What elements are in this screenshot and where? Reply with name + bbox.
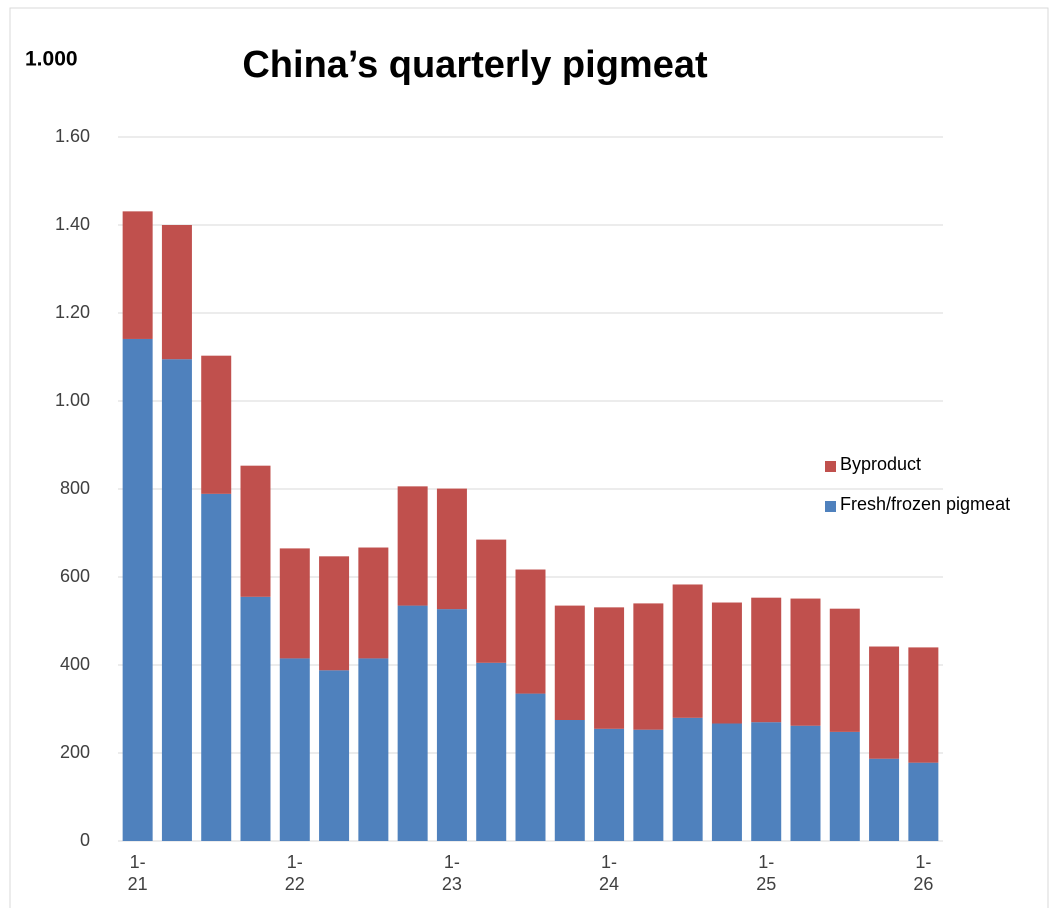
legend-swatch [825, 501, 836, 512]
bar-segment [397, 486, 428, 606]
bar-segment [790, 598, 821, 726]
bar-segment [829, 608, 860, 732]
bar-segment [279, 658, 310, 841]
y-tick-label: 1.20 [55, 302, 90, 322]
legend-swatch [825, 461, 836, 472]
x-tick-label: 1-24 [599, 852, 620, 894]
x-tick-label: 1-21 [127, 852, 148, 894]
x-tick-label: 1-26 [913, 852, 934, 894]
bar-segment [240, 596, 271, 841]
bar-segment [869, 646, 900, 759]
y-tick-label: 800 [60, 478, 90, 498]
bar-segment [594, 728, 625, 841]
bar-segment [358, 547, 389, 659]
bar-segment [122, 338, 153, 841]
bar-segment [161, 225, 192, 360]
annotation: 1.000 [25, 48, 78, 71]
x-tick-label-box: 1-21 [127, 852, 148, 894]
bar-segment [279, 548, 310, 659]
bar-segment [908, 647, 939, 763]
bar-segment [672, 584, 703, 718]
legend-label: Fresh/frozen pigmeat [840, 494, 1010, 514]
bar-segment [633, 603, 664, 730]
bar-segment [161, 359, 192, 841]
bar-segment [515, 569, 546, 694]
bar-segment [358, 658, 389, 841]
x-tick-label: 1-22 [284, 852, 305, 894]
bar-segment [790, 725, 821, 841]
y-tick-label: 200 [60, 742, 90, 762]
chart-title: China’s quarterly pigmeat [242, 44, 708, 86]
x-tick-label-box: 1-24 [599, 852, 620, 894]
bar-segment [397, 605, 428, 841]
y-tick-label: 1.00 [55, 390, 90, 410]
bar-segment [594, 607, 625, 729]
bar-segment [436, 609, 467, 841]
bar-segment [633, 729, 664, 841]
x-tick-label-box: 1-26 [913, 852, 934, 894]
bar-segment [319, 670, 350, 841]
x-tick-label: 1-25 [756, 852, 777, 894]
x-tick-label-box: 1-25 [756, 852, 777, 894]
y-tick-label: 1.60 [55, 126, 90, 146]
bar-segment [476, 662, 507, 841]
y-tick-label: 0 [80, 830, 90, 850]
bar-segment [201, 493, 232, 841]
x-tick-label-box: 1-23 [441, 852, 462, 894]
bar-segment [240, 465, 271, 597]
y-tick-label: 400 [60, 654, 90, 674]
bar-segment [711, 602, 742, 724]
bar-segment [908, 762, 939, 841]
bar-segment [829, 731, 860, 841]
bar-segment [319, 556, 350, 671]
bar-segment [554, 720, 585, 841]
bar-segment [201, 355, 232, 494]
bar-segment [122, 211, 153, 339]
bar-segment [436, 488, 467, 610]
x-tick-label-box: 1-22 [284, 852, 305, 894]
bar-segment [751, 597, 782, 723]
x-tick-label: 1-23 [441, 852, 462, 894]
y-tick-label: 1.40 [55, 214, 90, 234]
bar-segment [672, 717, 703, 841]
bar-segment [554, 605, 585, 720]
y-tick-label: 600 [60, 566, 90, 586]
bar-segment [869, 758, 900, 841]
bar-segment [751, 722, 782, 841]
bar-segment [515, 693, 546, 841]
bar-segment [711, 723, 742, 841]
bar-segment [476, 539, 507, 663]
legend-label: Byproduct [840, 454, 921, 474]
